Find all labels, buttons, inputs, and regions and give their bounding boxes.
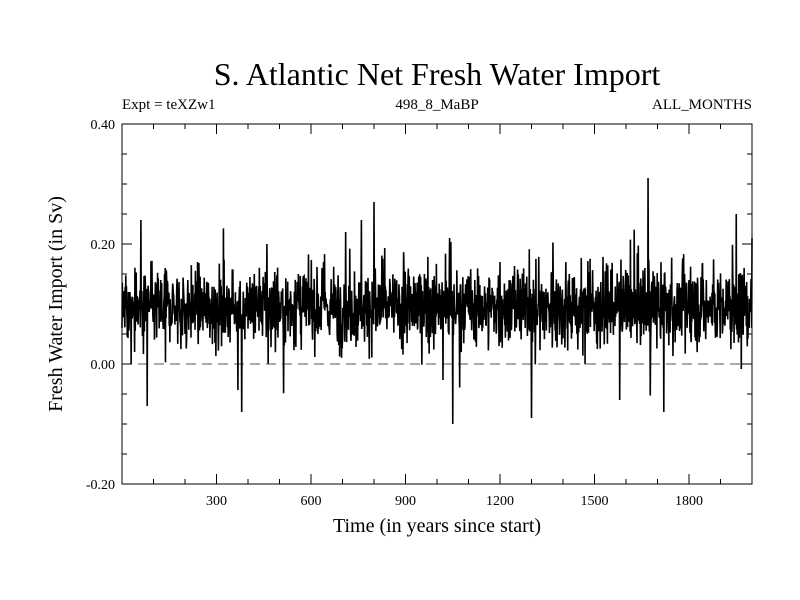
plot-area: 300 600 900 1200 1500 1800 -0.20 0.00 0.20 0.40 (86, 118, 753, 509)
y-tick-label: 0.40 (91, 118, 116, 133)
x-tick-label: 600 (301, 494, 322, 509)
x-tick-label: 300 (206, 494, 227, 509)
x-axis-label: Time (in years since start) (333, 515, 541, 537)
subtitle-right: ALL_MONTHS (652, 97, 752, 113)
y-tick-label: 0.00 (91, 358, 116, 373)
subtitle-center: 498_8_MaBP (395, 97, 478, 113)
y-axis-label: Fresh Water Import (in Sv) (45, 196, 67, 412)
x-tick-label: 1800 (675, 494, 703, 509)
y-tick-label: -0.20 (86, 478, 115, 493)
x-tick-label: 900 (395, 494, 416, 509)
chart-title: S. Atlantic Net Fresh Water Import (214, 56, 661, 92)
x-tick-label: 1500 (581, 494, 609, 509)
x-tick-label: 1200 (486, 494, 514, 509)
series-line (121, 177, 753, 425)
y-tick-label: 0.20 (91, 238, 116, 253)
subtitle-left: Expt = teXZw1 (122, 97, 215, 113)
